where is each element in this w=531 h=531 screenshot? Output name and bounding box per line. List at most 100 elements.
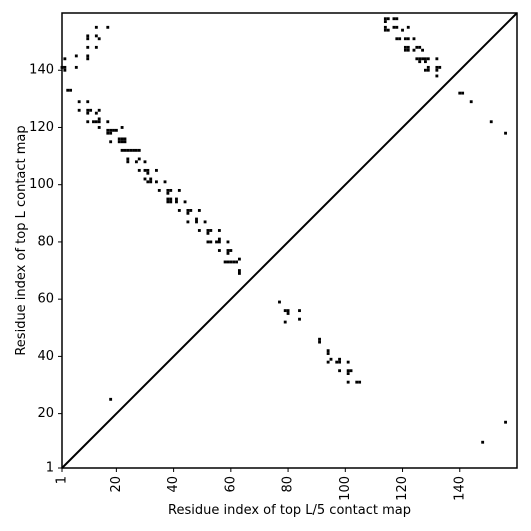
contact-cell-lower [349, 369, 353, 373]
x-tick-label: 1 [55, 476, 70, 484]
contact-cell-upper [123, 140, 127, 144]
contact-cell-upper [435, 74, 439, 78]
contact-cell-upper [206, 231, 210, 235]
contact-cell-upper [106, 131, 110, 135]
lower-contacts-group [109, 300, 507, 444]
contact-cell-upper [86, 120, 90, 124]
contact-cell-upper [77, 108, 81, 112]
contact-cell-upper [406, 45, 410, 49]
contact-cell-upper [415, 57, 419, 61]
contact-cell-upper [217, 249, 221, 252]
contact-cell-upper [217, 229, 221, 232]
contact-cell-upper [383, 20, 387, 24]
contact-cell-upper [395, 37, 399, 41]
contact-cell-upper [126, 157, 130, 161]
contact-cell-lower [326, 352, 330, 355]
contact-cell-upper [177, 209, 181, 212]
contact-cell-upper [403, 37, 407, 41]
contact-cell-upper [424, 57, 427, 61]
contact-cell-lower [278, 300, 281, 304]
contact-cell-upper [197, 229, 201, 232]
contact-cell-upper [74, 65, 78, 69]
contact-cell-upper [137, 148, 141, 152]
contact-cell-upper [86, 37, 90, 41]
contact-cell-upper [123, 148, 127, 152]
contact-cell-upper [195, 217, 198, 221]
contact-cell-upper [155, 180, 158, 184]
contact-cell-upper [175, 197, 178, 201]
contact-cell-upper [186, 220, 190, 224]
y-tick-label: 20 [37, 406, 54, 421]
contact-cell-upper [386, 28, 390, 32]
y-tick-label: 120 [29, 120, 54, 135]
contact-cell-upper [63, 65, 67, 69]
contact-cell-upper [120, 126, 124, 129]
contact-cell-upper [166, 200, 170, 204]
contact-cell-upper [229, 249, 233, 252]
contact-cell-upper [461, 91, 465, 95]
contact-cell-lower [298, 309, 301, 313]
contact-cell-upper [223, 260, 227, 264]
contact-cell-upper [86, 57, 90, 61]
x-tick-label: 60 [223, 476, 238, 493]
contact-cell-upper [412, 48, 416, 52]
contact-cell-upper [424, 68, 427, 72]
plot-frame [61, 12, 518, 469]
contact-cell-upper [217, 240, 221, 244]
y-tick-label: 40 [37, 349, 54, 364]
contact-cell-upper [209, 229, 213, 232]
contact-cell-upper [209, 240, 213, 244]
contact-cell-upper [392, 17, 396, 21]
contact-cell-upper [195, 220, 198, 224]
contact-cell-lower [346, 372, 350, 375]
contact-cell-upper [89, 108, 93, 112]
x-axis-title: Residue index of top L/5 contact map [168, 503, 411, 518]
contact-cell-upper [166, 191, 170, 195]
contact-cell-upper [86, 54, 90, 58]
contact-cell-lower [286, 312, 290, 315]
contact-cell-upper [226, 249, 230, 252]
contact-cell-upper [86, 45, 90, 49]
x-tick-label: 80 [281, 476, 296, 493]
contact-cell-lower [355, 380, 359, 384]
contact-cell-upper [215, 240, 218, 244]
contact-cell-lower [358, 380, 362, 384]
contact-cell-upper [94, 120, 98, 124]
contact-cell-lower [346, 369, 350, 373]
x-tick-label: 140 [452, 476, 467, 501]
contact-cell-upper [403, 45, 407, 49]
contact-cell-upper [155, 168, 158, 172]
contact-cell-upper [406, 37, 410, 41]
contact-cell-upper [146, 180, 150, 184]
contact-cell-upper [406, 25, 410, 29]
contact-cell-upper [134, 148, 138, 152]
contact-cell-upper [186, 209, 190, 212]
contact-cell-lower [283, 320, 287, 324]
contact-cell-upper [137, 168, 141, 172]
contact-cell-upper [469, 100, 473, 104]
contact-cell-upper [401, 28, 404, 32]
contact-cell-lower [326, 349, 330, 353]
contact-cell-upper [406, 48, 410, 52]
contact-cell-upper [206, 240, 210, 244]
contact-cell-upper [120, 137, 124, 141]
x-tick-label: 100 [338, 476, 353, 501]
contact-cell-upper [383, 25, 387, 29]
contact-cell-lower [338, 357, 342, 361]
contact-cell-upper [426, 68, 430, 72]
contact-cell-upper [235, 260, 238, 264]
contact-cell-lower [335, 360, 339, 364]
contact-cell-upper [149, 180, 153, 184]
contact-cell-upper [112, 128, 115, 132]
contact-cell-upper [117, 137, 121, 141]
contact-cell-upper [86, 111, 90, 115]
contact-cell-lower [298, 317, 301, 321]
contact-cell-upper [166, 197, 170, 201]
contact-cell-upper [92, 120, 95, 124]
contact-cell-upper [197, 209, 201, 212]
contact-cell-upper [226, 260, 230, 264]
y-tick-label: 80 [37, 234, 54, 249]
y-tick-label: 60 [37, 292, 54, 307]
contact-cell-upper [229, 260, 233, 264]
contact-cell-upper [114, 128, 118, 132]
